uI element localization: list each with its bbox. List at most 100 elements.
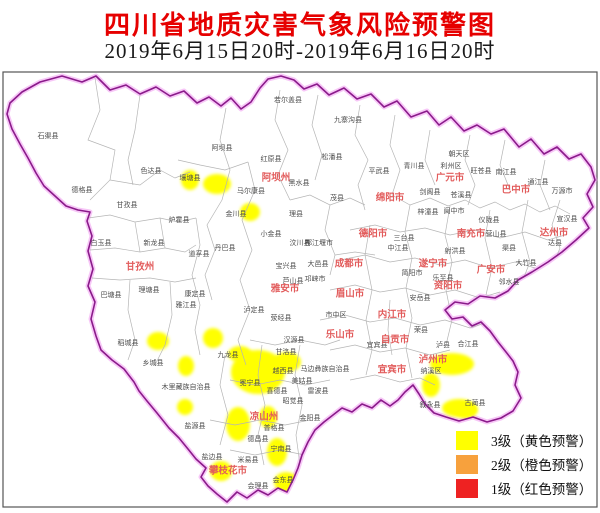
county-boundary <box>464 134 476 206</box>
county-boundary <box>209 419 311 426</box>
page-title: 四川省地质灾害气象风险预警图 <box>103 10 496 40</box>
county-boundary <box>329 284 501 299</box>
county-boundary <box>294 344 303 466</box>
county-boundary <box>229 379 331 386</box>
warning-patch-yellow <box>422 373 440 397</box>
county-label: 渠县 <box>502 243 516 252</box>
county-label: 营山县 <box>486 229 507 238</box>
county-label: 雅江县 <box>176 300 197 309</box>
county-label: 石渠县 <box>38 131 59 140</box>
county-boundary <box>89 244 197 253</box>
county-label: 苍溪县 <box>451 190 472 199</box>
county-label: 米易县 <box>238 455 259 464</box>
county-boundary <box>127 94 141 186</box>
county-boundary <box>484 209 493 296</box>
county-label: 朝天区 <box>449 150 470 158</box>
county-label: 叙永县 <box>420 400 441 409</box>
city-label: 阿坝州 <box>262 172 291 184</box>
legend-swatch-yellow <box>456 430 478 450</box>
county-label: 简阳市 <box>402 268 423 277</box>
city-label: 内江市 <box>378 309 407 321</box>
legend: 3级（黄色预警） 2级（橙色预警） 1级（红色预警） <box>456 430 592 502</box>
city-label: 南充市 <box>457 228 486 240</box>
legend-swatch-orange <box>456 454 478 474</box>
county-label: 炉霍县 <box>169 215 190 224</box>
county-boundary <box>237 161 256 366</box>
county-label: 盐源县 <box>185 421 206 430</box>
county-label: 汶川县 <box>290 238 311 247</box>
county-boundary <box>274 89 291 201</box>
county-label: 马尔康县 <box>237 186 265 195</box>
county-label: 南江县 <box>496 167 517 176</box>
city-label: 广元市 <box>436 172 465 184</box>
city-label: 宜宾市 <box>378 364 407 376</box>
county-boundary <box>354 104 369 211</box>
county-label: 九寨沟县 <box>334 115 362 124</box>
county-label: 荣县 <box>414 325 428 334</box>
county-label: 色达县 <box>141 166 162 175</box>
legend-label-orange: 2级（橙色预警） <box>491 458 593 473</box>
county-label: 冕宁县 <box>240 378 261 387</box>
county-label: 邛崃市 <box>305 274 326 283</box>
warning-patch-yellow <box>203 328 223 348</box>
county-label: 理塘县 <box>139 285 160 294</box>
county-label: 宝兴县 <box>276 261 297 270</box>
county-boundary <box>257 344 266 466</box>
county-label: 阿坝县 <box>212 143 233 152</box>
county-label: 乐至县 <box>433 273 454 282</box>
county-label: 三台县 <box>394 233 415 242</box>
county-boundary <box>319 314 489 329</box>
city-label: 达州市 <box>540 227 569 239</box>
county-label: 白玉县 <box>91 238 112 247</box>
county-label: 理县 <box>289 210 303 218</box>
county-boundary <box>339 254 536 269</box>
warning-patch-yellow <box>210 461 232 481</box>
city-label: 泸州市 <box>419 354 448 366</box>
county-label: 乡城县 <box>143 359 164 367</box>
city-label: 雅安市 <box>270 283 300 295</box>
county-boundary <box>229 449 306 456</box>
county-label: 松潘县 <box>322 152 343 161</box>
county-label: 青川县 <box>404 161 425 170</box>
county-label: 金川县 <box>226 209 247 218</box>
county-label: 会理县 <box>248 481 269 490</box>
county-label: 芦山县 <box>283 276 304 285</box>
city-label: 攀枝花市 <box>208 465 248 477</box>
county-label: 仪陇县 <box>479 215 500 224</box>
county-boundary <box>349 374 436 386</box>
county-label: 平武县 <box>369 166 390 175</box>
county-label: 金阳县 <box>300 413 321 422</box>
warning-patch-yellow <box>454 402 478 418</box>
legend-row-orange: 2级（橙色预警） <box>456 454 592 474</box>
county-boundary <box>324 204 336 276</box>
city-label: 甘孜州 <box>126 261 155 273</box>
county-label: 甘孜县 <box>117 200 138 209</box>
warning-patch-yellow <box>226 407 250 441</box>
legend-row-red: 1级（红色预警） <box>456 478 592 498</box>
county-label: 马边彝族自治县 <box>301 364 350 373</box>
county-label: 射洪县 <box>445 246 466 255</box>
county-label: 大邑县 <box>308 259 329 268</box>
county-label: 梓潼县 <box>418 207 439 216</box>
county-boundary <box>391 194 571 215</box>
warning-patches <box>147 170 478 492</box>
county-boundary <box>329 344 451 356</box>
county-boundary <box>539 159 551 211</box>
city-label: 德阳市 <box>359 228 388 240</box>
city-label: 巴中市 <box>502 184 531 196</box>
county-label: 壤塘县 <box>180 173 201 182</box>
county-label: 宜宾县 <box>367 340 388 349</box>
city-label: 绵阳市 <box>376 192 405 204</box>
county-boundary <box>334 251 376 256</box>
county-label: 荥经县 <box>271 313 292 322</box>
warning-patch-yellow <box>178 356 194 376</box>
city-label: 广安市 <box>477 264 506 276</box>
county-label: 普格县 <box>264 423 285 432</box>
county-boundary <box>219 354 229 446</box>
county-label: 九龙县 <box>218 350 239 359</box>
county-label: 汉源县 <box>284 335 305 344</box>
county-label: 纳溪区 <box>421 366 442 375</box>
county-boundary <box>134 221 141 253</box>
county-label: 会东县 <box>273 475 294 484</box>
